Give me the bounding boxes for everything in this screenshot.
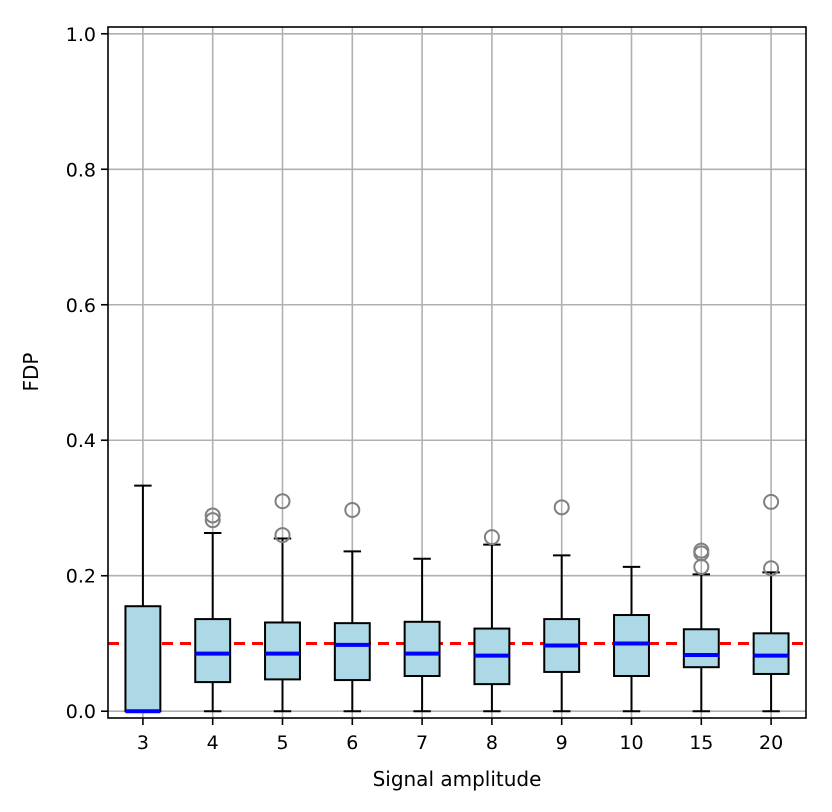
outlier-point: [483, 529, 500, 546]
y-tick-label: 0.4: [66, 430, 96, 452]
outlier-point: [553, 499, 570, 516]
axes-layer: 0.0 0.2 0.4 0.6 0.8 1.0 3 4 5 6 7 8 9 10 15 20: [66, 24, 807, 754]
box-group-15: [682, 542, 720, 713]
outlier-point: [763, 493, 780, 510]
box: [264, 621, 301, 681]
box-group-9: [543, 499, 581, 713]
x-tick-label: 3: [137, 732, 149, 754]
box-group-5: [264, 493, 301, 713]
y-tick-label: 0.6: [66, 295, 96, 317]
x-tick-label: 15: [689, 732, 713, 754]
outlier-point: [344, 502, 361, 519]
outlier-point: [204, 507, 221, 524]
plot-frame: [107, 26, 807, 719]
x-tick-label: 5: [276, 732, 288, 754]
y-axis-title: FDP: [19, 353, 43, 392]
box: [682, 628, 720, 669]
box-group-8: [473, 529, 511, 713]
x-tick-label: 7: [416, 732, 428, 754]
y-tick-label: 1.0: [66, 24, 96, 46]
box: [403, 620, 441, 677]
x-tick-label: 4: [207, 732, 219, 754]
box-group-20: [752, 493, 790, 713]
x-axis-title: Signal amplitude: [373, 767, 542, 791]
y-tick-label: 0.0: [66, 701, 96, 723]
x-tick-label: 9: [556, 732, 568, 754]
x-tick-label: 8: [486, 732, 498, 754]
y-tick-label: 0.8: [66, 159, 96, 181]
box: [613, 614, 650, 677]
y-tick-label: 0.2: [66, 566, 96, 588]
box-group-3: [124, 484, 162, 714]
outlier-point: [763, 560, 780, 577]
outlier-point: [274, 527, 291, 544]
box: [333, 622, 371, 682]
box-group-7: [403, 557, 441, 713]
x-tick-label: 10: [619, 732, 643, 754]
box: [124, 605, 162, 713]
box: [194, 618, 232, 684]
box-group-6: [333, 502, 371, 713]
box: [752, 632, 790, 675]
x-tick-label: 6: [346, 732, 358, 754]
box-group-4: [194, 507, 232, 713]
box-group-10: [613, 565, 650, 713]
boxes-layer: [124, 484, 790, 714]
x-tick-label: 20: [759, 732, 783, 754]
outlier-point: [274, 493, 291, 510]
outlier-point: [693, 542, 710, 559]
outlier-point: [204, 512, 221, 529]
